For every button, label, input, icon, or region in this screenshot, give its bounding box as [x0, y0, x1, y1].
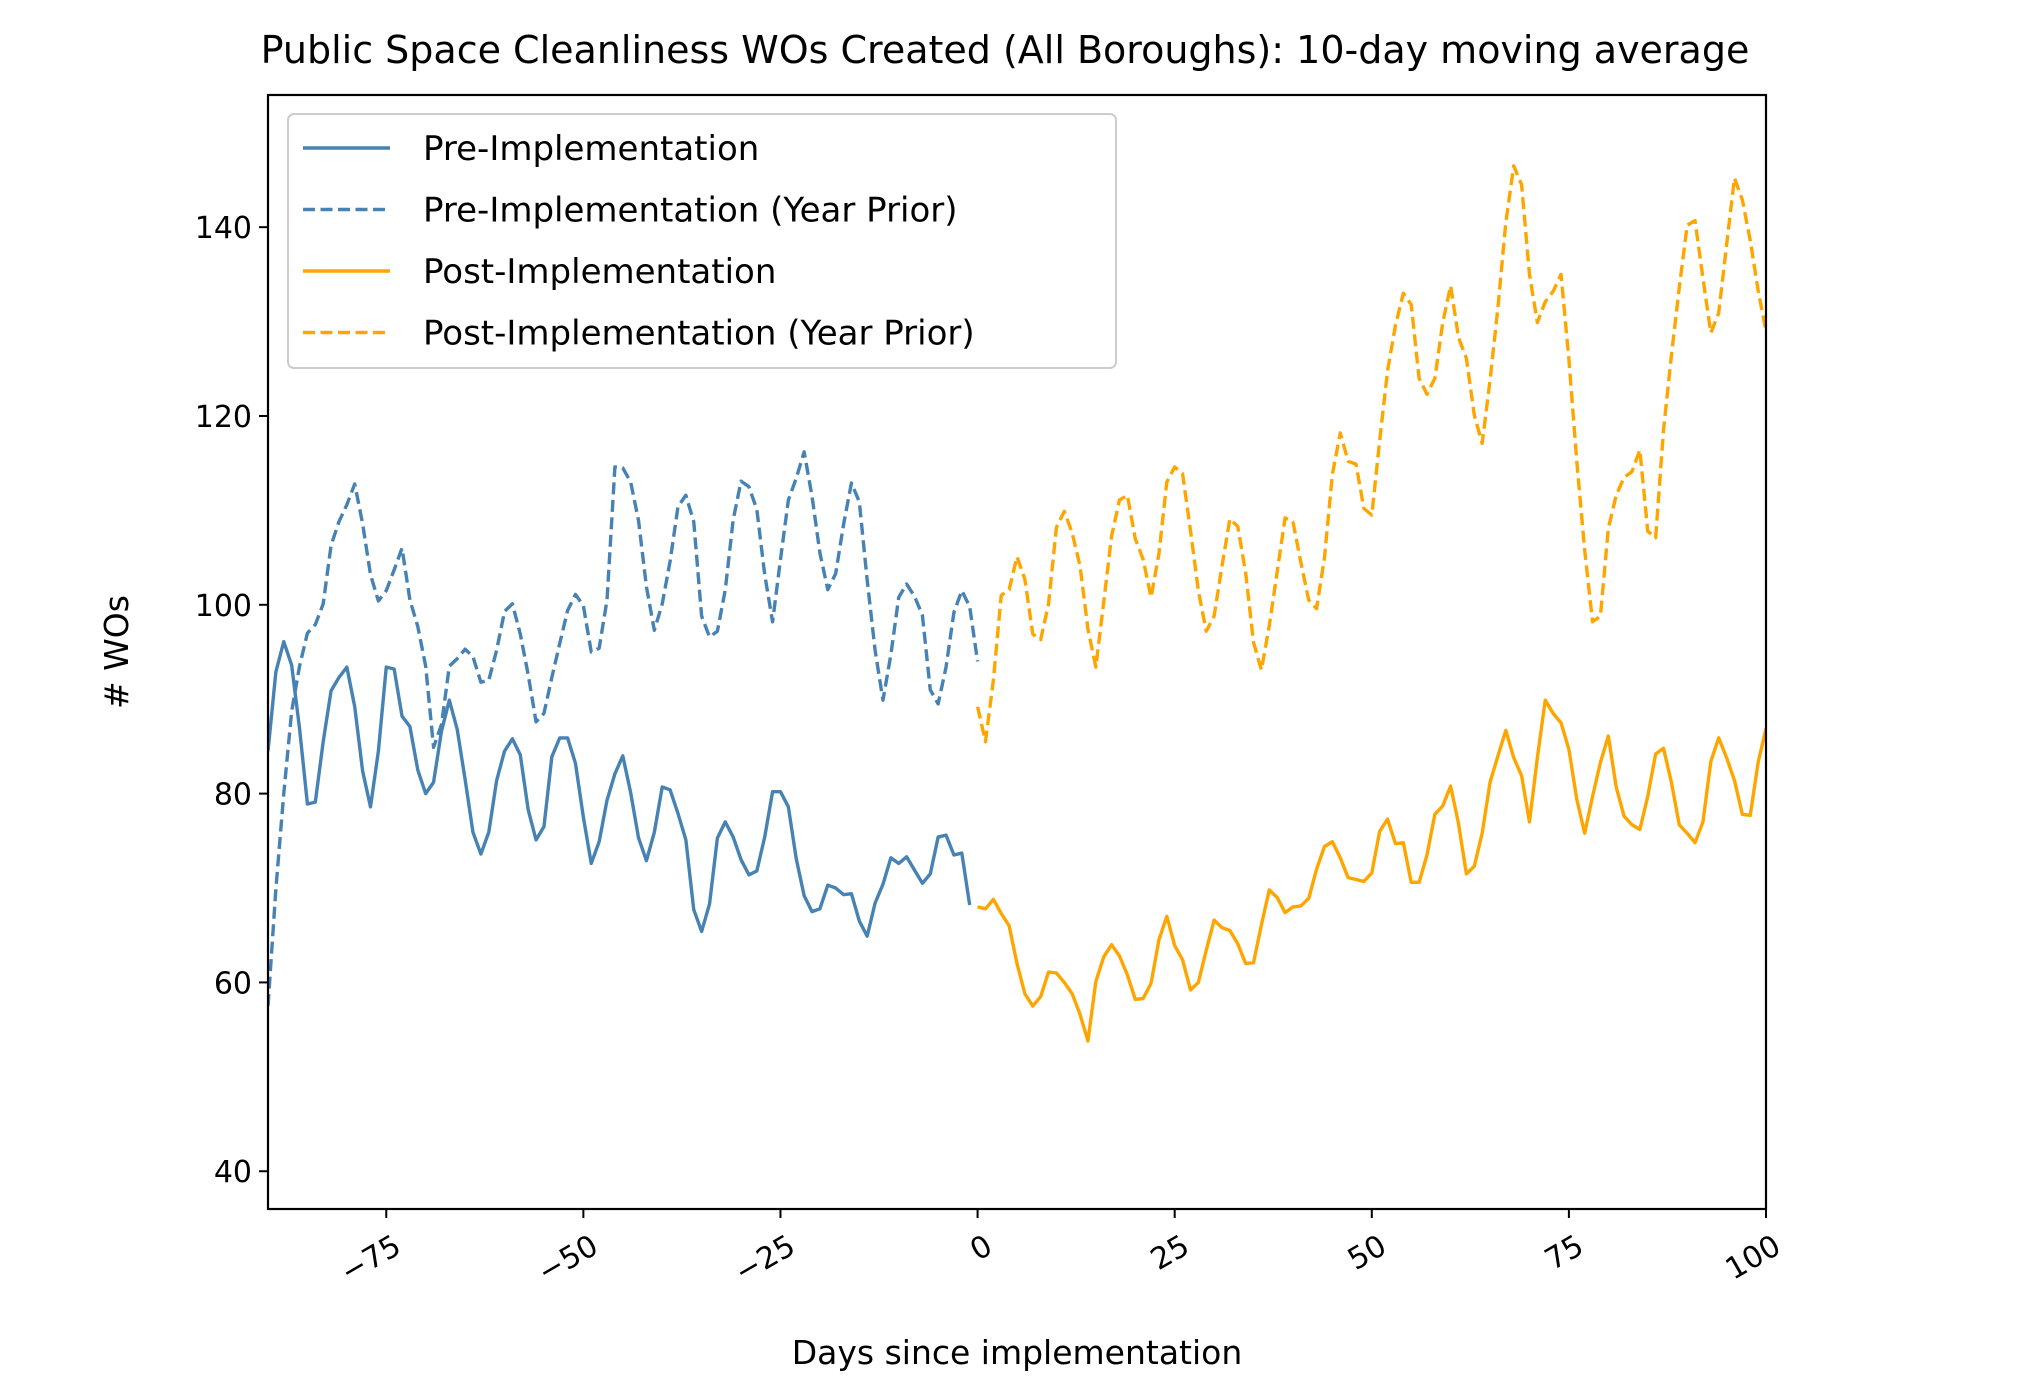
x-axis-label: Days since implementation: [792, 1333, 1243, 1372]
plot-area: [268, 164, 1766, 1043]
chart-title: Public Space Cleanliness WOs Created (Al…: [261, 28, 1750, 72]
series-line-1: [268, 639, 972, 938]
y-axis: 40 60 80 100 120 140: [195, 211, 268, 1190]
series-line-2: [268, 450, 980, 1007]
y-tick-label: 40: [214, 1155, 252, 1190]
y-tick-label: 140: [195, 211, 252, 246]
legend: Pre-Implementation Pre-Implementation (Ye…: [287, 113, 1117, 369]
series-line-3: [977, 698, 1766, 1043]
plot-frame: [266, 93, 1768, 1211]
legend-entry-label: Pre-Implementation (Year Prior): [423, 191, 958, 231]
legend-entry-label: Pre-Implementation: [423, 129, 759, 169]
legend-entry-label: Post-Implementation: [423, 252, 776, 292]
y-tick-label: 60: [214, 966, 252, 1001]
y-axis-label: # WOs: [97, 595, 136, 709]
legend-entry-label: Post-Implementation (Year Prior): [423, 314, 975, 354]
y-tick-label: 80: [214, 778, 252, 813]
y-tick-label: 100: [195, 589, 252, 624]
legend-frame: [287, 113, 1117, 369]
y-tick-label: 120: [195, 400, 252, 435]
series-line-4: [975, 164, 1766, 744]
